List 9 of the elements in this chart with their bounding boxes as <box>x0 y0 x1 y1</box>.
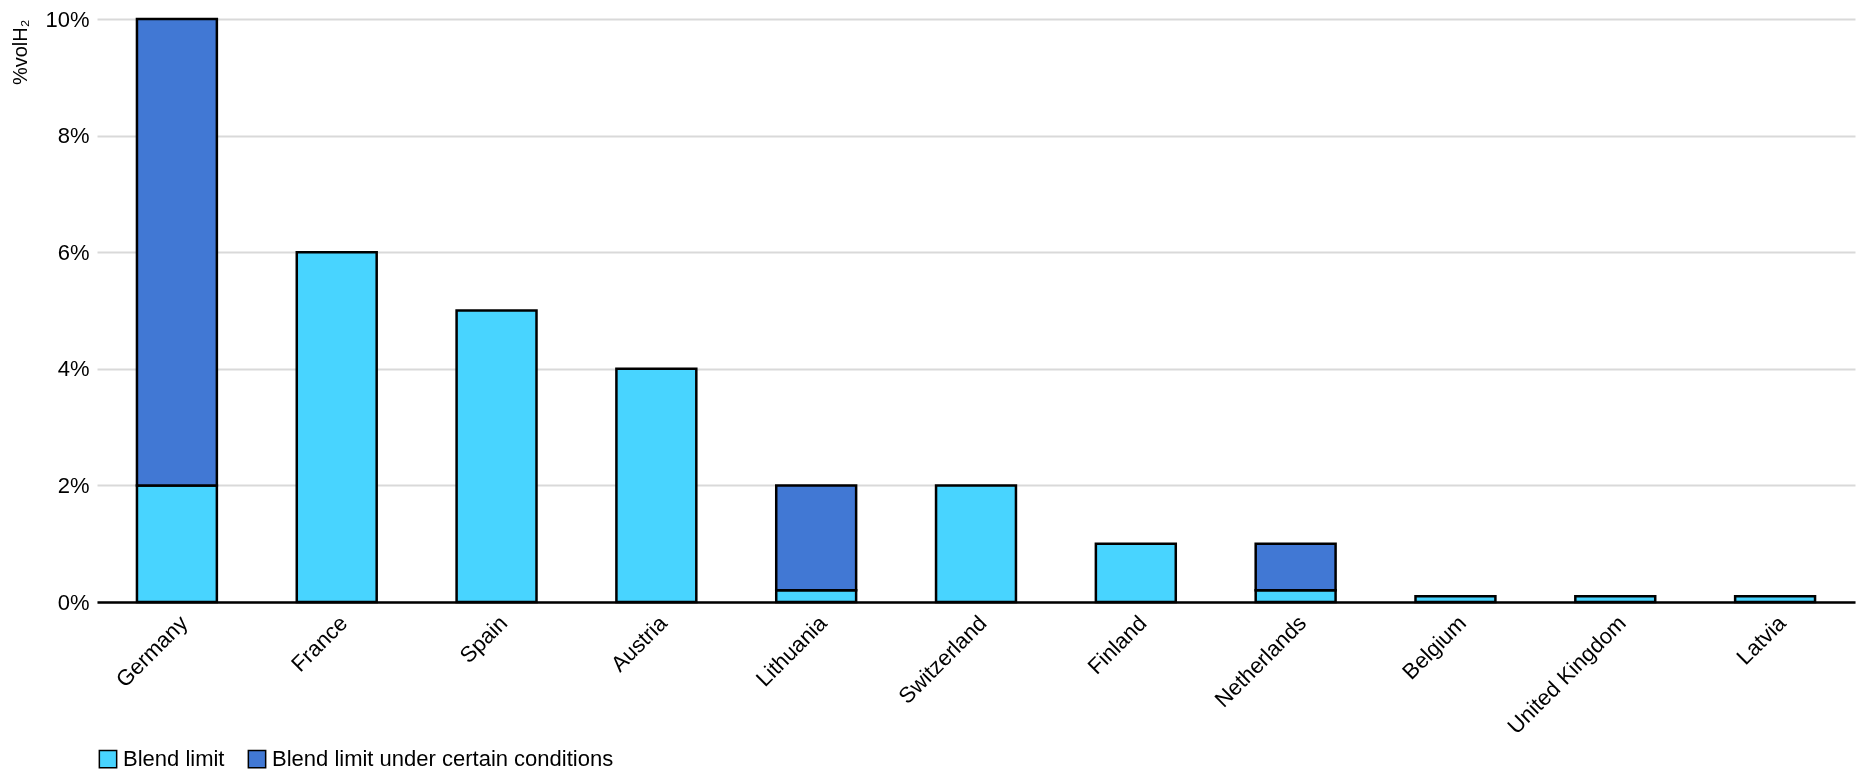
y-tick-label: 4% <box>57 356 90 382</box>
y-tick-label: 10% <box>45 6 90 32</box>
y-tick-label: 0% <box>57 589 90 615</box>
y-axis-title: %volH₂ <box>9 19 32 86</box>
legend-label: Blend limit under certain conditions <box>272 746 614 772</box>
y-tick-label: 6% <box>57 239 90 265</box>
legend-label: Blend limit <box>123 746 225 772</box>
y-tick-label: 8% <box>57 123 90 149</box>
y-tick-label: 2% <box>57 472 90 498</box>
